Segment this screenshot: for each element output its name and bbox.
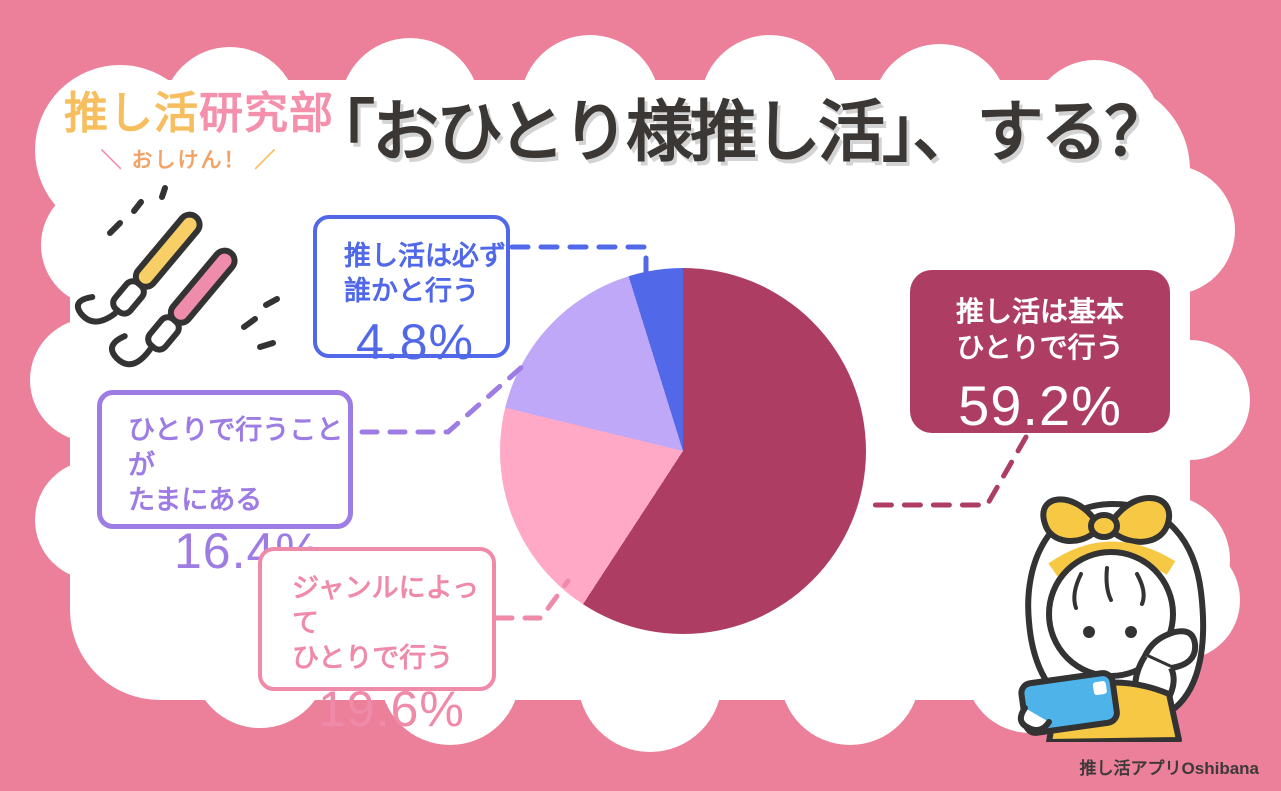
- callout-label: 推し活は基本: [955, 296, 1124, 327]
- callout-basically-alone: 推し活は基本 ひとりで行う 59.2%: [910, 270, 1170, 437]
- callout-depends-on-genre: ジャンルによって ひとりで行う 19.6%: [258, 547, 496, 737]
- callout-label: ジャンルによって: [292, 573, 479, 639]
- logo-deco-left: ＼: [100, 149, 124, 172]
- callout-label: 誰かと行う: [344, 276, 479, 307]
- callout-label: ひとりで行う: [956, 332, 1124, 364]
- callout-percentage: 19.6%: [318, 681, 465, 738]
- logo-subtitle-text: おしけん！: [131, 149, 247, 172]
- penlights-icon: [75, 185, 280, 368]
- girl-with-phone-icon: [1017, 494, 1207, 742]
- callout-percentage: 59.2%: [958, 373, 1122, 437]
- oshikatsu-kenkyubu-logo: 推し活研究部 ＼ おしけん！ ／: [64, 89, 333, 174]
- callout-percentage: 4.8%: [356, 314, 474, 371]
- logo-subtitle: ＼ おしけん！ ／: [64, 144, 314, 174]
- callout-sometimes-alone: ひとりで行うことが たまにある 16.4%: [97, 390, 353, 579]
- logo-title-pink-part: 研究部: [199, 89, 334, 138]
- logo-deco-right: ／: [254, 149, 278, 172]
- pie-chart: [500, 268, 866, 634]
- callout-label: ひとりで行うことが: [128, 415, 344, 481]
- logo-title: 推し活研究部: [64, 89, 333, 138]
- callout-label: 推し活は必ず: [344, 241, 506, 271]
- page-title: 「おひとり様推し活」、する？: [308, 95, 1172, 170]
- logo-title-yellow-part: 推し活: [64, 89, 199, 138]
- credit-text: 推し活アプリOshibana: [1079, 759, 1259, 778]
- callout-always-with-someone: 推し活は必ず 誰かと行う 4.8%: [313, 215, 510, 370]
- callout-label: たまにある: [128, 485, 263, 516]
- callout-label: ひとりで行う: [292, 643, 454, 674]
